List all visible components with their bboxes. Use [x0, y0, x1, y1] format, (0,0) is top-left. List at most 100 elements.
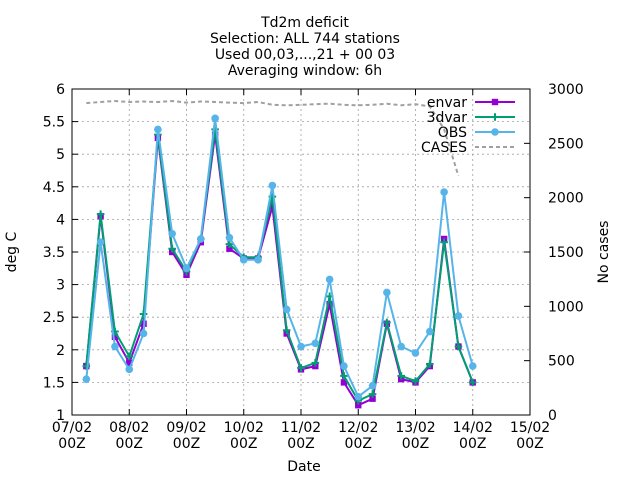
data-point-3dvar	[454, 342, 463, 351]
data-point-3dvar	[426, 360, 434, 368]
data-point-3dvar	[440, 238, 448, 247]
data-point-obs	[111, 342, 119, 351]
data-point-envar	[111, 333, 119, 340]
data-point-obs	[197, 235, 205, 243]
legend-label: CASES	[421, 140, 467, 156]
data-point-obs	[468, 362, 477, 370]
y2-tick-labels: 0 500 1000 1500 2000 2500 3000	[548, 82, 584, 424]
data-point-envar	[326, 300, 333, 308]
data-point-obs	[168, 229, 176, 238]
data-point-obs	[397, 342, 405, 351]
y-tick-label: 5	[56, 147, 65, 163]
data-point-3dvar	[125, 352, 134, 361]
data-point-obs	[368, 381, 377, 390]
y-tick-label: 4.5	[43, 180, 65, 196]
y-tick-label: 3	[56, 278, 65, 294]
data-point-3dvar	[354, 396, 363, 405]
x-tick-label: 13/02	[395, 420, 435, 436]
y-axis-label: deg C	[4, 231, 20, 272]
data-point-3dvar	[211, 125, 219, 134]
data-point-3dvar	[297, 364, 305, 372]
series-obs	[82, 114, 477, 401]
x-tick-sublabel: 00Z	[173, 436, 200, 452]
x-tick-sublabel: 00Z	[516, 436, 543, 452]
series-layer	[82, 100, 477, 409]
y-tick-label: 6	[56, 82, 65, 98]
series-line-3dvar	[85, 128, 474, 402]
y-tick-labels: 1 1.5 2 2.5 3 3.5 4 4.5 5 5.5 6	[43, 82, 65, 424]
x-tick-labels: 07/0200Z08/0200Z09/0200Z10/0200Z11/0200Z…	[52, 420, 550, 452]
x-tick-label: 14/02	[453, 420, 493, 436]
y-tick-label: 2.5	[43, 310, 65, 326]
x-tick-label: 15/02	[510, 420, 550, 436]
data-point-obs	[182, 264, 191, 273]
data-point-envar	[269, 203, 276, 210]
y-tick-label: 4	[56, 212, 65, 228]
legend-marker	[491, 98, 499, 106]
data-point-3dvar	[325, 292, 334, 301]
data-point-obs	[354, 392, 363, 401]
data-point-3dvar	[82, 362, 91, 370]
data-point-3dvar	[282, 326, 291, 335]
data-point-obs	[311, 339, 320, 348]
x-tick-sublabel: 00Z	[230, 436, 257, 452]
data-point-obs	[440, 188, 448, 196]
y-tick-label: 2	[56, 343, 65, 359]
x-tick-label: 09/02	[166, 420, 206, 436]
y-tick-label: 5.5	[43, 115, 65, 131]
data-point-obs	[340, 362, 348, 370]
x-axis-label: Date	[287, 459, 320, 475]
y-tick-label: 1	[56, 408, 65, 424]
data-point-3dvar	[111, 327, 119, 336]
axes	[71, 88, 531, 416]
data-point-obs	[82, 375, 91, 383]
data-point-envar	[355, 402, 362, 409]
legend-label: 3dvar	[427, 110, 468, 126]
y2-tick-label: 2000	[548, 191, 584, 207]
y2-tick-label: 1000	[548, 299, 584, 315]
y-tick-label: 3.5	[43, 245, 65, 261]
data-point-obs	[268, 181, 277, 190]
data-point-envar	[369, 395, 376, 402]
series-line-cases	[86, 100, 460, 177]
data-point-obs	[154, 125, 162, 134]
title-line-4: Averaging window: 6h	[228, 63, 382, 79]
data-point-obs	[454, 312, 463, 320]
series-cases	[86, 100, 460, 177]
data-point-3dvar	[368, 390, 377, 398]
data-point-obs	[297, 342, 305, 351]
data-point-obs	[239, 256, 248, 264]
x-tick-sublabel: 00Z	[402, 436, 429, 452]
data-point-obs	[139, 329, 148, 338]
series-3dvar	[82, 125, 477, 405]
y2-tick-label: 3000	[548, 82, 584, 98]
data-point-envar	[226, 245, 233, 252]
y2-axis-label: No cases	[596, 221, 612, 284]
data-point-3dvar	[411, 377, 420, 385]
title-line-2: Selection: ALL 744 stations	[210, 31, 400, 47]
data-point-3dvar	[340, 372, 348, 380]
data-point-3dvar	[96, 210, 105, 218]
x-tick-sublabel: 00Z	[287, 436, 314, 452]
data-point-3dvar	[468, 378, 477, 387]
data-point-3dvar	[383, 318, 391, 327]
x-tick-sublabel: 00Z	[116, 436, 143, 452]
data-point-3dvar	[139, 310, 148, 318]
legend-label: OBS	[438, 125, 467, 141]
data-point-obs	[211, 114, 219, 123]
x-tick-label: 11/02	[281, 420, 321, 436]
data-point-3dvar	[311, 359, 320, 367]
data-point-obs	[426, 327, 434, 336]
x-tick-label: 07/02	[52, 420, 92, 436]
data-point-obs	[96, 238, 105, 247]
series-line-obs	[85, 117, 474, 398]
data-point-obs	[254, 256, 262, 264]
legend-marker	[491, 113, 499, 121]
y2-tick-label: 0	[548, 408, 557, 424]
legend-marker	[491, 128, 499, 136]
data-point-3dvar	[225, 240, 234, 248]
data-point-envar	[340, 379, 348, 386]
x-tick-label: 10/02	[224, 420, 264, 436]
